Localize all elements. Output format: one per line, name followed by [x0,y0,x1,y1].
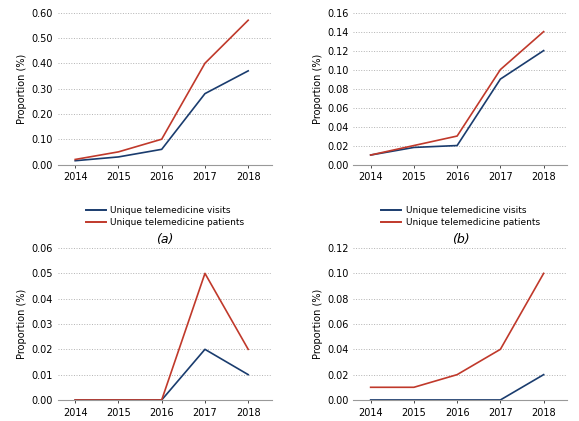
Y-axis label: Proportion (%): Proportion (%) [313,289,323,359]
Text: (b): (b) [452,233,469,246]
Legend: Unique telemedicine visits, Unique telemedicine patients: Unique telemedicine visits, Unique telem… [82,203,248,230]
Y-axis label: Proportion (%): Proportion (%) [313,53,323,124]
Legend: Unique telemedicine visits, Unique telemedicine patients: Unique telemedicine visits, Unique telem… [378,203,543,230]
Y-axis label: Proportion (%): Proportion (%) [17,289,27,359]
Text: (a): (a) [156,233,174,246]
Y-axis label: Proportion (%): Proportion (%) [17,53,27,124]
